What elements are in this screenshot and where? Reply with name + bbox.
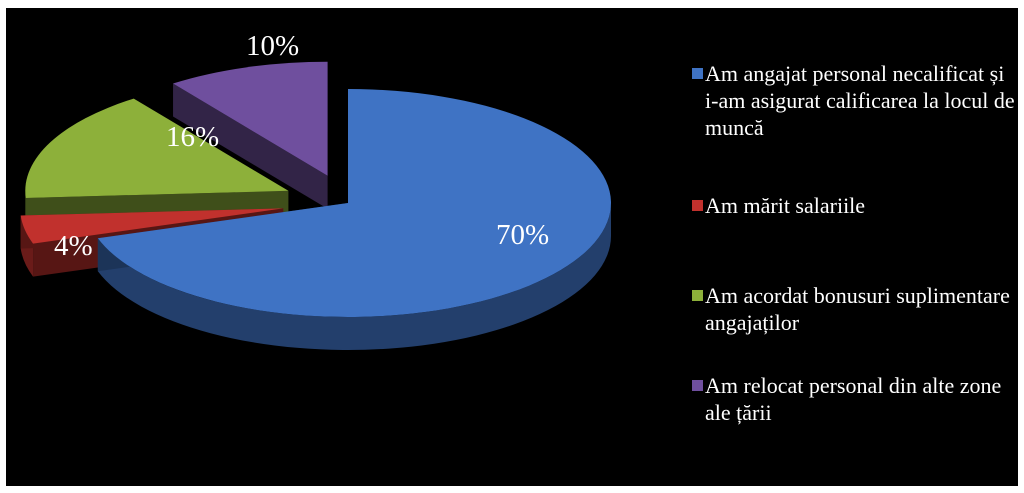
legend-swatch-0 <box>692 68 703 79</box>
legend-label-3: Am relocat personal din alte zone ale ță… <box>705 373 1002 425</box>
pie-slice-rim-0-0 <box>97 203 612 350</box>
chart-area: 70% 4% 16% 10% Am angajat personal necal… <box>6 8 1018 486</box>
slice-label-0: 70% <box>496 219 550 251</box>
slice-label-1: 4% <box>54 230 93 262</box>
legend-swatch-2 <box>692 290 703 301</box>
pie-slice-top-1 <box>20 208 284 244</box>
pie-slice-top-2 <box>25 98 289 198</box>
pie-chart <box>20 61 612 350</box>
legend-label-0: Am angajat personal necalificat și i-am … <box>705 61 1015 140</box>
legend-swatch-3 <box>692 380 703 391</box>
legend-item-1: Am mărit salariile <box>692 192 1018 219</box>
slice-label-2: 16% <box>166 121 220 153</box>
slice-label-3: 10% <box>246 30 300 62</box>
pie-slice-0 <box>97 89 612 350</box>
legend-item-3: Am relocat personal din alte zone ale ță… <box>692 372 1018 426</box>
legend-label-1: Am mărit salariile <box>705 193 866 218</box>
pie-slice-3 <box>173 61 328 209</box>
legend-item-0: Am angajat personal necalificat și i-am … <box>692 60 1018 141</box>
pie-slice-wall-3-0 <box>173 83 328 209</box>
legend-swatch-1 <box>692 200 703 211</box>
pie-slice-top-0 <box>97 89 612 317</box>
pie-slice-top-3 <box>173 61 328 176</box>
legend-label-2: Am acordat bonusuri suplimentare angajaț… <box>705 283 1010 335</box>
legend-item-2: Am acordat bonusuri suplimentare angajaț… <box>692 282 1018 336</box>
